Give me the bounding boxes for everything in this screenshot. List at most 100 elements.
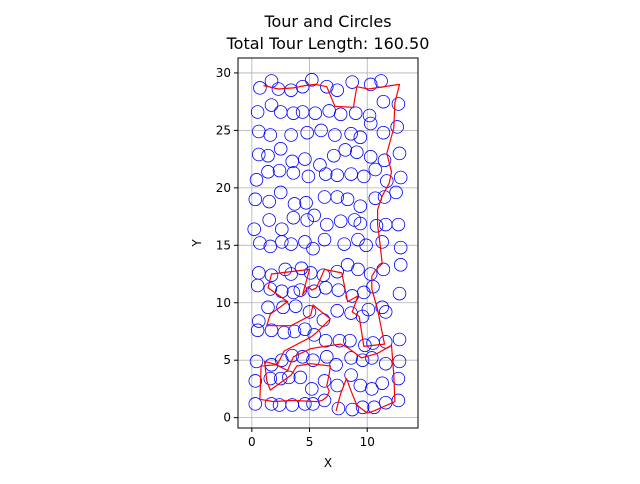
circle-marker: [285, 348, 299, 363]
x-tick-label: 5: [306, 435, 314, 449]
circle-marker: [353, 216, 368, 231]
circle-marker: [361, 302, 376, 317]
circle-marker: [355, 353, 370, 367]
circle-marker: [282, 370, 296, 385]
circle-marker: [344, 127, 358, 141]
circle-marker: [318, 167, 333, 181]
circle-marker: [273, 142, 288, 156]
circle-marker: [344, 351, 358, 365]
circle-marker: [329, 358, 343, 372]
circle-marker: [248, 192, 263, 207]
circle-marker: [303, 266, 318, 280]
circle-marker: [272, 163, 287, 178]
circle-marker: [273, 185, 288, 200]
circle-marker: [330, 190, 344, 204]
circle-marker: [391, 97, 406, 111]
circle-marker: [252, 147, 266, 162]
circle-marker: [365, 351, 379, 365]
circle-marker: [293, 370, 308, 385]
circle-marker: [330, 304, 344, 318]
circle-marker: [363, 116, 378, 131]
circle-marker: [286, 166, 301, 180]
circle-marker: [306, 241, 320, 256]
circle-marker: [317, 374, 332, 388]
circle-marker: [375, 235, 389, 249]
circle-marker: [306, 353, 320, 367]
circle-marker: [286, 210, 301, 225]
circle-marker: [263, 371, 278, 386]
circle-marker: [330, 83, 344, 97]
circle-marker: [363, 77, 378, 92]
circle-marker: [298, 235, 312, 249]
circle-marker: [250, 278, 265, 293]
circle-marker: [392, 146, 407, 161]
circle-marker: [264, 98, 279, 112]
circle-marker: [263, 239, 278, 254]
circle-marker: [249, 173, 264, 187]
circle-marker: [344, 368, 358, 382]
circle-marker: [327, 148, 341, 163]
circle-marker: [301, 169, 316, 184]
circle-marker: [286, 285, 301, 300]
circle-marker: [390, 120, 404, 134]
circle-marker: [320, 217, 334, 232]
circle-marker: [305, 73, 319, 87]
circle-marker: [287, 324, 302, 339]
circle-marker: [300, 213, 314, 227]
y-tick-label: 15: [216, 238, 231, 252]
circle-marker: [286, 106, 301, 120]
x-tick-label: 10: [360, 435, 375, 449]
circle-marker: [375, 300, 389, 315]
circle-marker: [263, 128, 278, 142]
circle-marker: [351, 232, 365, 247]
circle-marker: [307, 208, 321, 223]
circle-marker: [365, 382, 379, 396]
circle-marker: [264, 397, 279, 411]
circle-marker: [350, 145, 364, 159]
circle-marker: [393, 170, 408, 185]
circle-marker: [355, 309, 370, 324]
circle-marker: [345, 75, 359, 89]
circle-marker: [248, 374, 263, 388]
circle-marker: [263, 282, 278, 296]
circle-marker: [252, 314, 266, 328]
circle-marker: [250, 323, 265, 338]
circle-marker: [353, 130, 368, 145]
circle-marker: [376, 94, 391, 109]
circle-marker: [359, 238, 373, 253]
circle-marker: [284, 237, 298, 251]
circle-marker: [378, 356, 393, 371]
tour-path: [259, 83, 401, 414]
circle-marker: [357, 169, 371, 184]
circle-marker: [363, 267, 378, 281]
circle-marker: [391, 393, 406, 408]
ticks-layer: 0 5 10 0 5 10 15 20 25 30: [216, 66, 375, 449]
axes-frame: [237, 57, 419, 429]
circle-marker: [314, 123, 328, 138]
chart-title-line-2: Total Tour Length: 160.50: [226, 34, 430, 53]
circle-marker: [294, 261, 309, 276]
circle-marker: [261, 300, 275, 315]
circle-marker: [285, 154, 299, 169]
circle-marker: [369, 219, 384, 233]
circle-marker: [262, 213, 276, 227]
circle-marker: [284, 267, 298, 281]
y-tick-label: 30: [216, 66, 231, 80]
circle-marker: [392, 332, 407, 347]
circle-marker: [295, 350, 310, 364]
circle-marker: [348, 106, 363, 120]
circle-marker: [389, 185, 403, 200]
circle-marker: [330, 168, 344, 182]
circle-marker: [337, 237, 351, 251]
y-tick-label: 5: [223, 353, 231, 367]
circle-marker: [328, 128, 342, 142]
circle-marker: [287, 197, 302, 211]
circle-marker: [307, 328, 321, 342]
x-tick-label: 0: [248, 435, 256, 449]
circle-marker: [362, 108, 377, 123]
circle-marker: [318, 281, 333, 295]
circle-marker: [351, 262, 365, 277]
x-axis-label: X: [324, 456, 332, 470]
